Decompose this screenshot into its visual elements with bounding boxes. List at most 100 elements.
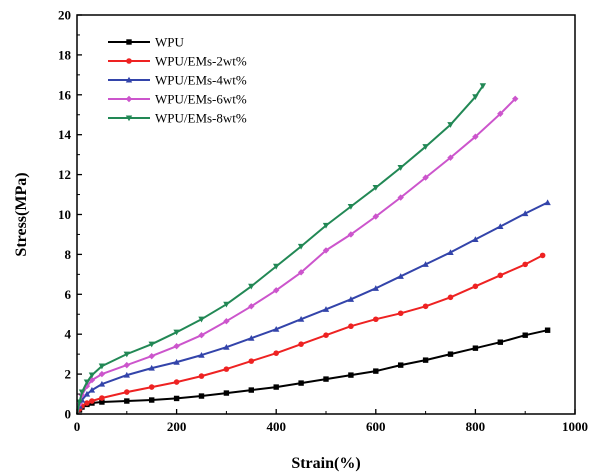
x-tick-label: 0 — [74, 419, 81, 434]
x-tick-label: 600 — [366, 419, 386, 434]
data-point — [348, 323, 354, 330]
data-point — [123, 351, 130, 358]
data-point — [373, 316, 379, 323]
data-point — [248, 303, 255, 310]
data-point — [88, 372, 96, 379]
data-point — [78, 389, 86, 396]
data-point — [497, 339, 503, 345]
data-point — [422, 144, 429, 150]
data-point — [322, 222, 330, 229]
y-tick-label: 18 — [58, 47, 72, 62]
data-point — [124, 389, 130, 395]
y-tick-label: 0 — [65, 407, 72, 422]
data-point — [447, 294, 454, 301]
data-point — [322, 247, 330, 254]
y-tick-label: 8 — [65, 247, 72, 262]
legend-marker — [125, 115, 133, 122]
legend-label: WPU/EMs-8wt% — [155, 111, 247, 126]
y-tick-label: 12 — [58, 167, 71, 182]
data-point — [223, 343, 230, 350]
legend: WPU WPU/EMs-2wt% WPU/EMs-4wt% WPU/EMs-6wt% W… — [108, 35, 247, 126]
data-point — [512, 95, 519, 102]
data-point — [98, 380, 106, 387]
data-point — [223, 366, 230, 372]
legend-item: WPU/EMs-4wt% — [108, 73, 247, 88]
legend-label: WPU/EMs-4wt% — [155, 73, 247, 88]
data-point — [539, 252, 546, 259]
data-point — [397, 165, 404, 171]
data-point — [398, 362, 404, 368]
legend-marker — [126, 58, 132, 64]
data-point — [248, 334, 255, 341]
data-point — [198, 351, 205, 358]
x-tick-label: 800 — [466, 419, 486, 434]
data-point — [372, 185, 379, 191]
data-point — [173, 342, 180, 350]
data-point — [447, 249, 454, 255]
data-point — [297, 243, 305, 250]
data-point — [372, 285, 379, 291]
data-point — [83, 390, 91, 397]
y-tick-label: 6 — [65, 287, 72, 302]
data-point — [397, 310, 404, 317]
data-point — [522, 261, 528, 268]
y-tick-label: 20 — [58, 8, 71, 23]
data-point — [422, 261, 429, 267]
data-point — [273, 350, 280, 356]
data-point — [223, 301, 230, 308]
data-point — [148, 364, 155, 371]
data-point — [422, 174, 429, 181]
data-point — [273, 384, 279, 390]
series-1 — [76, 252, 546, 415]
data-point — [248, 387, 254, 393]
data-point — [198, 393, 205, 399]
data-point — [522, 210, 529, 217]
data-point — [447, 154, 454, 161]
x-tick-label: 200 — [167, 419, 187, 434]
data-point — [148, 352, 155, 360]
data-point — [223, 390, 230, 396]
legend-label: WPU/EMs-6wt% — [155, 92, 247, 107]
data-point — [497, 223, 504, 230]
data-point — [347, 231, 355, 238]
series-line — [76, 254, 544, 415]
data-point — [173, 395, 180, 402]
data-point — [422, 303, 429, 310]
data-point — [373, 368, 379, 374]
legend-item: WPU — [108, 35, 185, 50]
data-point — [173, 329, 180, 336]
data-point — [99, 399, 105, 405]
data-point — [472, 345, 479, 351]
data-point — [88, 386, 96, 393]
data-point — [98, 363, 106, 370]
data-point — [84, 400, 90, 406]
y-tick-label: 10 — [58, 207, 71, 222]
y-tick-label: 2 — [65, 367, 72, 382]
data-point — [472, 133, 479, 140]
data-point — [544, 199, 551, 206]
data-point — [298, 380, 304, 386]
data-point — [397, 273, 404, 279]
legend-item: WPU/EMs-6wt% — [108, 92, 247, 107]
x-axis-title: Strain(%) — [291, 455, 360, 472]
series-4 — [76, 83, 487, 415]
y-tick-label: 4 — [65, 327, 72, 342]
data-point — [298, 341, 304, 347]
data-point — [273, 263, 280, 270]
data-point — [472, 283, 479, 290]
data-point — [89, 398, 95, 404]
legend-item: WPU/EMs-8wt% — [108, 111, 247, 126]
y-axis-title: Stress(MPa) — [13, 172, 30, 256]
series-3 — [76, 95, 519, 415]
data-point — [148, 384, 155, 390]
data-point — [472, 236, 479, 242]
data-point — [544, 327, 551, 333]
data-point — [497, 272, 504, 279]
legend-marker — [126, 39, 132, 45]
series-layer — [76, 83, 551, 415]
series-line — [76, 98, 516, 415]
data-point — [198, 373, 205, 379]
data-point — [348, 372, 354, 378]
data-point — [248, 358, 255, 364]
